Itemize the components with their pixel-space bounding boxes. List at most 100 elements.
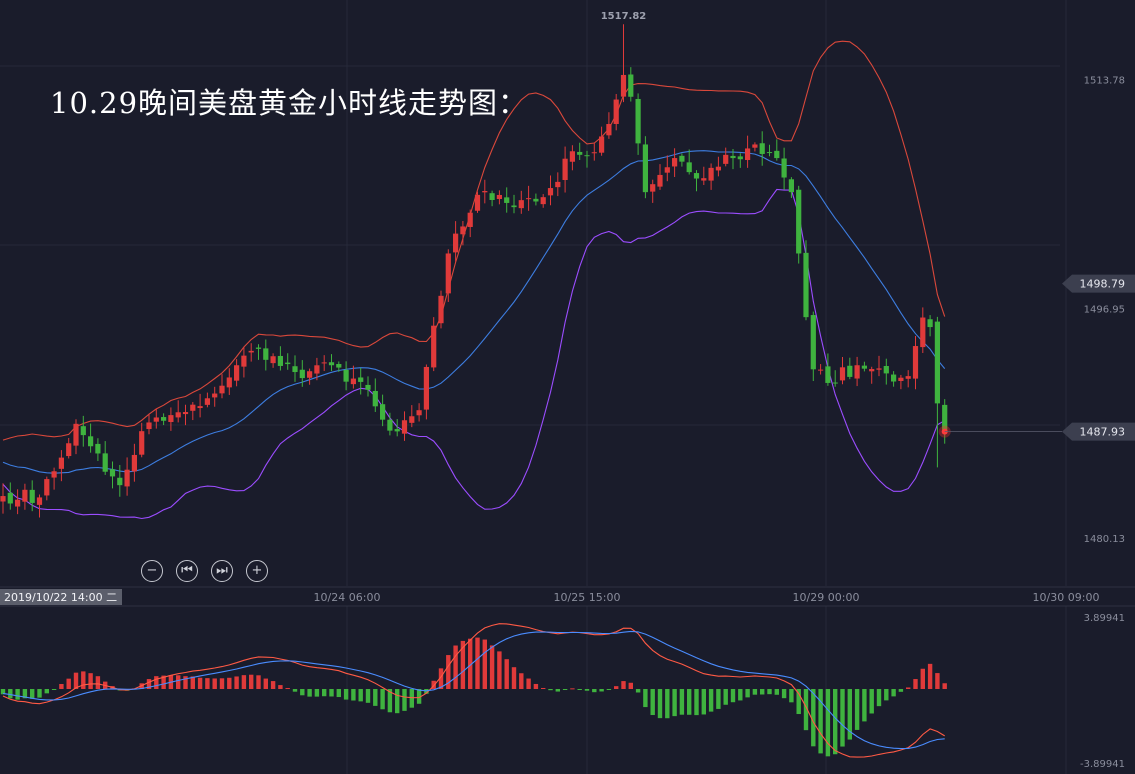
macd-histogram-bar	[708, 689, 714, 712]
macd-histogram-bar	[409, 689, 414, 708]
macd-histogram-bar	[920, 668, 925, 689]
macd-dea-line	[2, 630, 945, 750]
candle-body	[920, 317, 926, 348]
candle-body	[190, 404, 196, 411]
candle-body	[73, 423, 79, 446]
macd-histogram-bar	[650, 689, 655, 716]
candle-body	[453, 233, 459, 253]
candle-body	[620, 74, 627, 97]
candle-body	[336, 364, 342, 368]
macd-histogram-bar	[913, 679, 918, 689]
macd-panel: 3.89941 -3.89941	[0, 613, 1125, 770]
zoom-in-button[interactable]: +	[246, 560, 268, 582]
macd-histogram-bar	[66, 678, 71, 689]
candle-body	[102, 453, 108, 472]
candle-body	[365, 384, 371, 390]
candle-body	[7, 492, 13, 504]
macd-histogram-bar	[380, 689, 385, 710]
candle-body	[628, 74, 634, 97]
candle-body	[117, 477, 123, 486]
candle-body	[818, 369, 824, 371]
macd-histogram-bar	[387, 689, 393, 713]
candle-body	[591, 152, 597, 154]
candle-body	[168, 415, 174, 423]
macd-histogram-bar	[891, 689, 896, 697]
macd-histogram-bar	[15, 689, 20, 700]
time-axis-label: 10/25 15:00	[554, 591, 621, 604]
macd-histogram-bar	[300, 689, 305, 696]
candle-body	[584, 155, 590, 157]
candle-body	[401, 420, 408, 434]
candle-body	[555, 181, 561, 188]
candle-body	[394, 429, 400, 432]
prev-button[interactable]: ⏮	[176, 560, 198, 582]
candle-body	[832, 382, 838, 384]
macd-histogram-bar	[854, 689, 860, 730]
candle-body	[847, 365, 853, 377]
candle-body	[277, 355, 283, 366]
candle-body	[0, 496, 6, 502]
macd-histogram-bar	[818, 689, 823, 754]
candle-body	[708, 167, 714, 181]
price-tick-label: 1480.13	[1084, 534, 1125, 545]
candle-body	[241, 355, 247, 367]
macd-histogram-bar	[555, 689, 560, 692]
time-axis-label: 10/30 09:00	[1033, 591, 1100, 604]
candle-body	[343, 369, 349, 382]
candle-body	[730, 155, 736, 159]
candle-body	[88, 436, 94, 447]
macd-histogram-bar	[723, 689, 728, 705]
macd-histogram-bar	[482, 639, 487, 689]
candle-body	[350, 378, 356, 385]
macd-histogram-bar	[37, 689, 42, 698]
candle-body	[898, 377, 904, 382]
candle-body	[226, 377, 232, 388]
macd-histogram-bar	[562, 689, 568, 690]
candle-body	[518, 200, 524, 209]
candle-body	[387, 419, 393, 431]
candle-body	[66, 443, 72, 457]
macd-histogram-bar	[833, 689, 838, 755]
candle-body	[715, 166, 721, 171]
candle-body	[876, 368, 882, 370]
candle-body	[255, 347, 262, 349]
candle-body	[95, 443, 101, 454]
macd-histogram-bar	[59, 683, 64, 689]
macd-histogram-bar	[22, 689, 28, 699]
macd-histogram-bar	[329, 689, 334, 697]
macd-dif-line	[2, 623, 945, 758]
max-price-label: 1517.82	[601, 11, 647, 22]
candle-body	[321, 362, 327, 364]
macd-histogram-bar	[876, 689, 882, 707]
candle-body	[599, 136, 605, 153]
next-button[interactable]: ⏭	[211, 560, 233, 582]
macd-min-label: -3.89941	[1080, 759, 1125, 770]
macd-histogram-bar	[803, 689, 809, 731]
macd-histogram-bar	[694, 689, 699, 716]
candle-body	[109, 469, 116, 477]
price-tag-box	[1062, 422, 1135, 441]
candle-body	[328, 362, 335, 366]
candle-body	[314, 365, 320, 374]
candle-body	[839, 367, 846, 381]
candle-body	[307, 371, 313, 378]
macd-histogram-bar	[322, 689, 327, 697]
candle-body	[869, 369, 875, 372]
macd-histogram-bar	[599, 689, 604, 692]
macd-histogram-bar	[468, 638, 473, 689]
candle-body	[197, 406, 203, 409]
lower-band-line	[2, 188, 945, 520]
candle-body	[15, 499, 21, 507]
zoom-out-button[interactable]: −	[141, 560, 163, 582]
macd-histogram-bar	[687, 689, 692, 715]
macd-histogram-bar	[927, 663, 933, 689]
candle-body	[161, 417, 167, 421]
candle-body	[131, 454, 137, 472]
macd-histogram-bar	[446, 655, 451, 689]
candle-body	[766, 152, 773, 154]
candle-body	[482, 191, 488, 193]
candlesticks	[0, 24, 1062, 518]
candle-body	[788, 179, 794, 193]
